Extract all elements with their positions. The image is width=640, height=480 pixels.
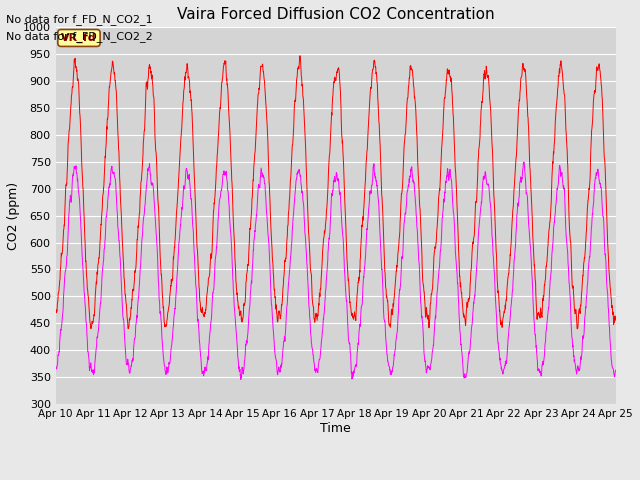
West soil [87,326,95,332]
West air [352,362,360,368]
X-axis label: Time: Time [320,421,351,435]
West soil [499,315,507,321]
West air [563,240,570,245]
West air [499,369,506,374]
Text: VR_fd: VR_fd [61,33,97,43]
West soil [365,120,372,126]
Line: West air: West air [56,162,616,380]
Title: Vaira Forced Diffusion CO2 Concentration: Vaira Forced Diffusion CO2 Concentration [177,7,495,22]
West air [237,377,244,383]
West soil [353,305,360,311]
West air [612,367,620,373]
West soil [296,53,304,59]
West soil [612,315,620,321]
West air [579,342,586,348]
West air [52,367,60,373]
West air [520,159,528,165]
West soil [208,249,216,255]
West air [208,310,216,316]
Text: No data for f_FD_N_CO2_1: No data for f_FD_N_CO2_1 [6,14,153,25]
West soil [563,140,570,146]
Y-axis label: CO2 (ppm): CO2 (ppm) [7,181,20,250]
Text: No data for f_FD_N_CO2_2: No data for f_FD_N_CO2_2 [6,31,153,42]
West soil [52,310,60,316]
West air [364,213,372,218]
West soil [579,280,586,286]
Line: West soil: West soil [56,56,616,329]
